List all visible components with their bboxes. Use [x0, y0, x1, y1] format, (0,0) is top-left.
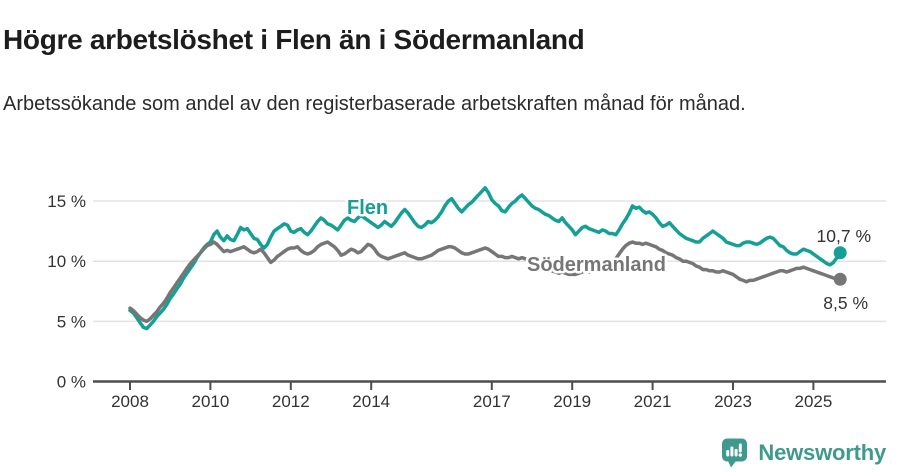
y-tick-label: 15 %	[47, 192, 86, 211]
newsworthy-logo: Newsworthy	[721, 438, 886, 468]
x-tick-label: 2012	[272, 392, 310, 411]
end-value-label-flen: 10,7 %	[817, 226, 871, 246]
x-tick-label: 2023	[714, 392, 752, 411]
x-tick-label: 2021	[634, 392, 672, 411]
x-tick-label: 2014	[352, 392, 390, 411]
series-label-flen: Flen	[347, 197, 388, 219]
y-tick-label: 10 %	[47, 252, 86, 271]
chart-subtitle: Arbetssökande som andel av den registerb…	[3, 93, 746, 115]
end-dot-södermanland	[833, 272, 847, 286]
end-value-label-södermanland: 8,5 %	[823, 293, 868, 313]
y-tick-label: 5 %	[57, 312, 86, 331]
end-dot-flen	[833, 246, 847, 260]
unemployment-line-chart: 0 % 5 % 10 % 15 % 2008 2010 2012 2014 2017 2019 20…	[47, 186, 886, 411]
x-tick-label: 2008	[111, 392, 149, 411]
newsworthy-bars-icon	[722, 438, 748, 468]
series-label-södermanland: Södermanland	[527, 254, 666, 276]
page-title: Högre arbetslöshet i Flen än i Södermanl…	[3, 23, 585, 55]
x-tick-label: 2017	[473, 392, 511, 411]
line-södermanland	[128, 240, 842, 324]
y-tick-label: 0 %	[57, 373, 86, 392]
newsworthy-wordmark: Newsworthy	[758, 440, 886, 465]
x-tick-label: 2019	[553, 392, 591, 411]
x-tick-label: 2010	[191, 392, 229, 411]
x-tick-label: 2025	[794, 392, 832, 411]
line-flen	[128, 186, 842, 331]
